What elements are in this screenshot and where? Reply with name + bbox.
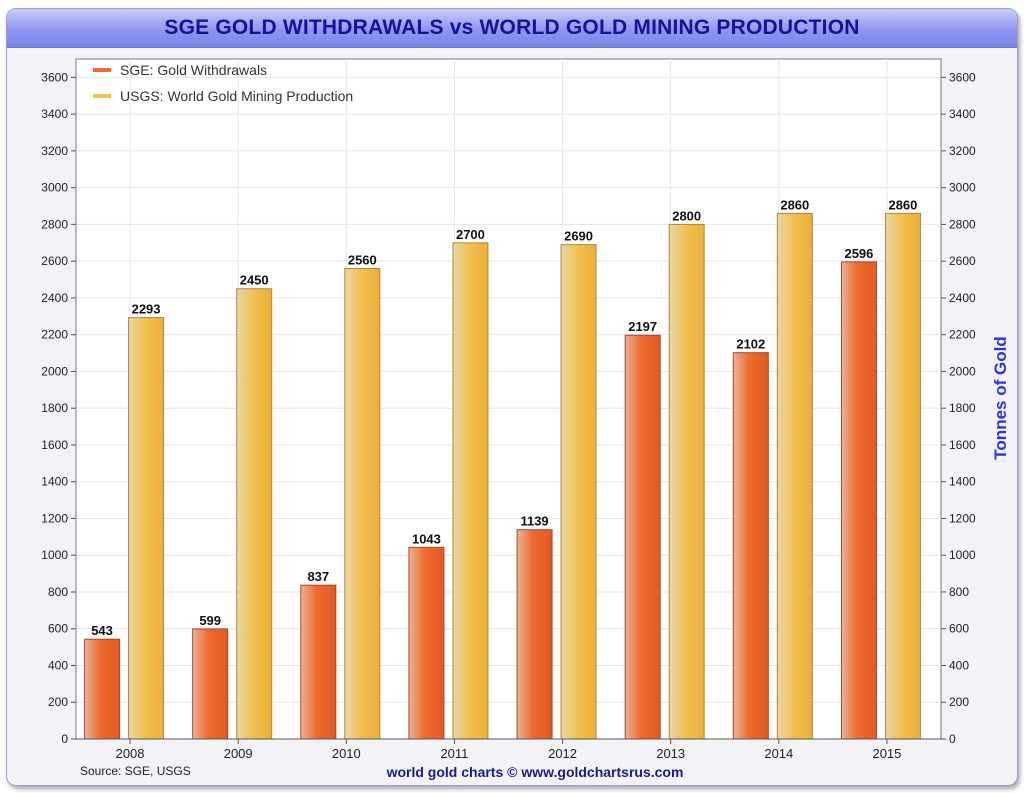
y-tick-label-left: 3600 (41, 70, 68, 84)
legend-label: SGE: Gold Withdrawals (120, 62, 267, 78)
y-tick-label-left: 800 (48, 585, 68, 599)
y-tick-label-right: 3600 (949, 70, 976, 84)
y-tick-label-right: 1600 (949, 438, 976, 452)
bar-sge (84, 638, 121, 740)
x-tick-label: 2014 (764, 746, 793, 761)
y-tick-label-right: 2000 (949, 364, 976, 378)
data-label: 2102 (736, 337, 765, 352)
x-tick-label: 2011 (440, 746, 468, 761)
data-label: 837 (307, 569, 329, 584)
x-tick-label: 2015 (872, 746, 901, 761)
bar-sge (408, 546, 445, 740)
bar-sge (300, 584, 337, 740)
data-label: 543 (91, 623, 113, 638)
bar-sge (516, 529, 553, 740)
data-label: 2800 (672, 208, 701, 223)
y-tick-label-left: 3400 (41, 107, 68, 121)
y-axis-label: Tonnes of Gold (991, 336, 1010, 459)
y-tick-label-left: 2600 (41, 254, 68, 268)
y-tick-label-right: 2400 (949, 291, 976, 305)
y-tick-label-right: 600 (949, 622, 969, 636)
chart-title: SGE GOLD WITHDRAWALS vs WORLD GOLD MININ… (164, 16, 860, 39)
x-tick-label: 2010 (332, 746, 361, 761)
y-tick-label-right: 3000 (949, 181, 976, 195)
bar-sge (732, 352, 769, 740)
data-label: 2560 (348, 253, 377, 268)
data-label: 2860 (780, 197, 809, 212)
y-tick-label-left: 3200 (41, 144, 68, 158)
y-tick-label-right: 1200 (949, 511, 976, 525)
y-tick-label-left: 2200 (41, 328, 68, 342)
y-tick-label-right: 200 (949, 695, 969, 709)
y-tick-label-left: 1400 (41, 475, 68, 489)
bar-usgs (236, 288, 273, 740)
y-tick-label-right: 3200 (949, 144, 976, 158)
y-tick-label-left: 1000 (41, 548, 68, 562)
y-tick-label-right: 1000 (949, 548, 976, 562)
x-tick-label: 2012 (548, 746, 577, 761)
data-label: 2860 (888, 197, 917, 212)
bar-usgs (452, 242, 489, 740)
data-label: 2293 (132, 302, 161, 317)
y-tick-label-right: 2200 (949, 328, 976, 342)
y-tick-label-left: 200 (48, 695, 68, 709)
data-label: 2596 (844, 246, 873, 261)
source-note: Source: SGE, USGS (80, 764, 191, 778)
legend-label: USGS: World Gold Mining Production (120, 88, 353, 104)
y-tick-label-right: 0 (949, 732, 956, 746)
y-tick-label-left: 0 (61, 732, 68, 746)
y-tick-label-left: 2400 (41, 291, 68, 305)
y-tick-label-right: 3400 (949, 107, 976, 121)
bar-usgs (668, 223, 705, 740)
credit-line: world gold charts © www.goldchartsrus.co… (386, 764, 684, 780)
x-tick-label: 2009 (224, 746, 253, 761)
x-tick-label: 2008 (116, 746, 145, 761)
bar-sge (624, 334, 661, 740)
y-tick-label-left: 1800 (41, 401, 68, 415)
data-label: 1139 (520, 514, 548, 529)
y-tick-label-right: 800 (949, 585, 969, 599)
data-label: 2450 (240, 273, 269, 288)
data-label: 2197 (628, 319, 657, 334)
bar-sge (192, 628, 229, 740)
bar-usgs (128, 317, 165, 740)
data-label: 1043 (412, 531, 441, 546)
bar-usgs (344, 268, 381, 740)
y-tick-label-right: 1800 (949, 401, 976, 415)
y-tick-label-left: 3000 (41, 181, 68, 195)
y-tick-label-left: 1600 (41, 438, 68, 452)
y-tick-label-right: 2600 (949, 254, 976, 268)
data-label: 2690 (564, 229, 593, 244)
y-tick-label-right: 400 (949, 658, 969, 672)
bar-usgs (884, 212, 921, 740)
bar-usgs (560, 244, 597, 740)
data-label: 599 (199, 613, 221, 628)
y-tick-label-left: 2800 (41, 217, 68, 231)
y-tick-label-left: 2000 (41, 364, 68, 378)
y-tick-label-right: 2800 (949, 217, 976, 231)
y-tick-label-left: 400 (48, 658, 68, 672)
x-tick-label: 2013 (656, 746, 685, 761)
title-bar: SGE GOLD WITHDRAWALS vs WORLD GOLD MININ… (7, 9, 1017, 48)
y-tick-label-right: 1400 (949, 475, 976, 489)
data-label: 2700 (456, 227, 485, 242)
bar-sge (840, 261, 877, 740)
bar-usgs (776, 212, 813, 740)
y-tick-label-left: 1200 (41, 511, 68, 525)
y-tick-label-left: 600 (48, 622, 68, 636)
